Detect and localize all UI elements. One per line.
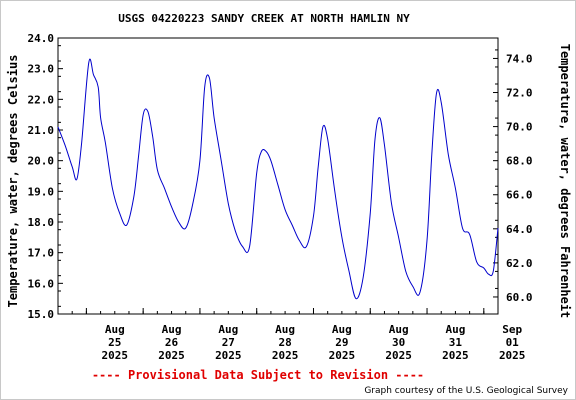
left-tick-label: 17.0 bbox=[28, 247, 55, 260]
x-tick-label: 2025 bbox=[272, 349, 299, 362]
x-tick-label: 28 bbox=[278, 336, 291, 349]
x-tick-label: 31 bbox=[449, 336, 463, 349]
x-tick-label: 30 bbox=[392, 336, 405, 349]
temperature-series-line bbox=[57, 58, 499, 300]
x-tick-label: Aug bbox=[332, 323, 352, 336]
x-tick-label: 2025 bbox=[102, 349, 129, 362]
left-tick-label: 23.0 bbox=[28, 63, 55, 76]
chart-title: USGS 04220223 SANDY CREEK AT NORTH HAMLI… bbox=[118, 12, 410, 25]
x-tick-label: 2025 bbox=[499, 349, 526, 362]
right-tick-label: 74.0 bbox=[506, 52, 533, 65]
graph-credit: Graph courtesy of the U.S. Geological Su… bbox=[364, 386, 568, 396]
y-axis-label-right: Temperature, water, degrees Fahrenheit bbox=[558, 44, 572, 319]
x-tick-label: Sep bbox=[502, 323, 522, 336]
left-tick-label: 16.0 bbox=[28, 277, 55, 290]
left-tick-label: 21.0 bbox=[28, 124, 55, 137]
x-tick-label: 01 bbox=[506, 336, 520, 349]
x-tick-label: Aug bbox=[162, 323, 182, 336]
right-tick-label: 60.0 bbox=[506, 291, 533, 304]
x-tick-label: Aug bbox=[275, 323, 295, 336]
left-tick-label: 19.0 bbox=[28, 185, 55, 198]
x-tick-label: Aug bbox=[105, 323, 125, 336]
left-tick-label: 20.0 bbox=[28, 155, 55, 168]
left-axis: 15.0 16.0 17.0 18.0 19.0 20.0 21.0 22.0 23.0 24.0 bbox=[28, 32, 63, 321]
right-tick-label: 70.0 bbox=[506, 121, 533, 134]
right-tick-label: 72.0 bbox=[506, 87, 533, 100]
left-tick-label: 22.0 bbox=[28, 93, 55, 106]
x-tick-label: 27 bbox=[222, 336, 235, 349]
x-tick-label: 2025 bbox=[215, 349, 242, 362]
x-axis: Aug252025Aug262025Aug272025Aug282025Aug2… bbox=[71, 308, 526, 362]
left-tick-label: 15.0 bbox=[28, 308, 55, 321]
x-tick-label: 2025 bbox=[442, 349, 469, 362]
x-tick-label: Aug bbox=[389, 323, 409, 336]
right-axis: 60.0 62.0 64.0 66.0 68.0 70.0 72.0 74.0 bbox=[493, 49, 533, 304]
left-tick-label: 18.0 bbox=[28, 216, 55, 229]
x-tick-label: 2025 bbox=[329, 349, 356, 362]
y-axis-label-left: Temperature, water, degrees Celsius bbox=[6, 55, 20, 308]
x-tick-label: 26 bbox=[165, 336, 179, 349]
x-tick-label: Aug bbox=[445, 323, 465, 336]
right-tick-label: 64.0 bbox=[506, 223, 533, 236]
x-tick-label: 2025 bbox=[385, 349, 412, 362]
right-tick-label: 62.0 bbox=[506, 257, 533, 270]
right-tick-label: 68.0 bbox=[506, 155, 533, 168]
x-tick-label: 2025 bbox=[158, 349, 185, 362]
x-tick-label: 29 bbox=[335, 336, 348, 349]
x-tick-label: Aug bbox=[218, 323, 238, 336]
x-tick-label: 25 bbox=[108, 336, 121, 349]
left-tick-label: 24.0 bbox=[28, 32, 55, 45]
right-tick-label: 66.0 bbox=[506, 189, 533, 202]
plot-area bbox=[57, 37, 499, 315]
provisional-notice: ---- Provisional Data Subject to Revisio… bbox=[92, 368, 424, 382]
